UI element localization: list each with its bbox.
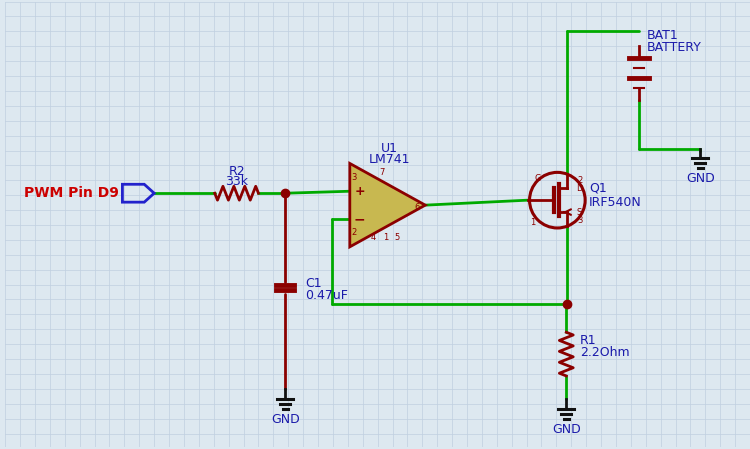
Text: 33k: 33k <box>225 175 248 188</box>
Text: R2: R2 <box>228 165 245 178</box>
Text: R1: R1 <box>580 334 597 347</box>
Text: 1: 1 <box>530 217 536 226</box>
Text: 3: 3 <box>351 173 356 182</box>
Text: C1: C1 <box>305 277 322 290</box>
Text: D: D <box>576 184 583 193</box>
Text: GND: GND <box>552 423 580 436</box>
Text: 2: 2 <box>351 229 356 238</box>
Text: LM741: LM741 <box>369 153 410 166</box>
Text: 0.47uF: 0.47uF <box>305 289 348 302</box>
Text: +: + <box>355 185 365 198</box>
Text: U1: U1 <box>381 142 398 155</box>
Text: 7: 7 <box>379 168 384 177</box>
Text: PWM Pin D9: PWM Pin D9 <box>23 186 118 200</box>
Text: S: S <box>577 207 582 216</box>
Text: IRF540N: IRF540N <box>590 196 642 209</box>
Text: GND: GND <box>686 172 715 185</box>
Text: G: G <box>534 174 541 183</box>
Text: 4: 4 <box>371 233 376 242</box>
Text: 3: 3 <box>578 216 583 224</box>
Text: BATTERY: BATTERY <box>646 41 701 54</box>
Text: 2.2Ohm: 2.2Ohm <box>580 346 630 359</box>
Text: 6: 6 <box>415 202 420 211</box>
Text: BAT1: BAT1 <box>646 29 679 42</box>
Polygon shape <box>350 163 425 247</box>
Text: GND: GND <box>271 413 300 426</box>
Text: Q1: Q1 <box>590 182 607 195</box>
Text: −: − <box>354 212 365 226</box>
Text: 2: 2 <box>578 176 583 185</box>
Text: 1: 1 <box>383 233 388 242</box>
Text: 5: 5 <box>394 233 400 242</box>
